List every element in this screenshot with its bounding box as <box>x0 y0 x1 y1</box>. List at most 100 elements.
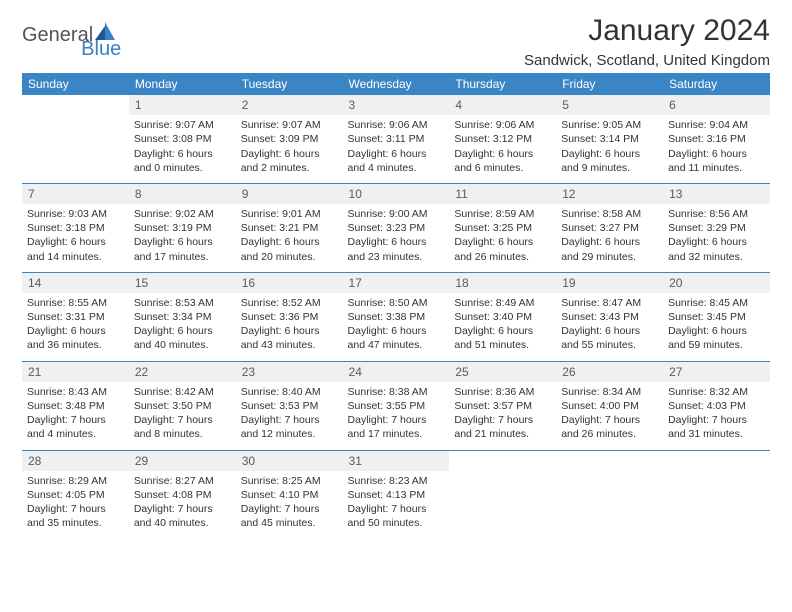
day-number: 7 <box>22 184 129 204</box>
daylight-text: Daylight: 6 hours and 11 minutes. <box>668 147 765 175</box>
calendar-week-row: 21Sunrise: 8:43 AMSunset: 3:48 PMDayligh… <box>22 361 770 450</box>
daylight-text: Daylight: 6 hours and 4 minutes. <box>348 147 445 175</box>
sunrise-text: Sunrise: 9:07 AM <box>241 118 338 132</box>
sunrise-text: Sunrise: 8:53 AM <box>134 296 231 310</box>
sunrise-text: Sunrise: 8:52 AM <box>241 296 338 310</box>
day-number: 4 <box>449 95 556 115</box>
sunrise-text: Sunrise: 9:04 AM <box>668 118 765 132</box>
sunset-text: Sunset: 3:11 PM <box>348 132 445 146</box>
sunset-text: Sunset: 3:31 PM <box>27 310 124 324</box>
daylight-text: Daylight: 6 hours and 51 minutes. <box>454 324 551 352</box>
sunset-text: Sunset: 3:09 PM <box>241 132 338 146</box>
sunrise-text: Sunrise: 9:07 AM <box>134 118 231 132</box>
sunrise-text: Sunrise: 9:00 AM <box>348 207 445 221</box>
day-number: 8 <box>129 184 236 204</box>
day-number: 24 <box>343 362 450 382</box>
daylight-text: Daylight: 7 hours and 21 minutes. <box>454 413 551 441</box>
daylight-text: Daylight: 7 hours and 26 minutes. <box>561 413 658 441</box>
sunset-text: Sunset: 3:29 PM <box>668 221 765 235</box>
sunrise-text: Sunrise: 9:02 AM <box>134 207 231 221</box>
daylight-text: Daylight: 6 hours and 59 minutes. <box>668 324 765 352</box>
day-number: 26 <box>556 362 663 382</box>
day-number: 19 <box>556 273 663 293</box>
daylight-text: Daylight: 6 hours and 20 minutes. <box>241 235 338 263</box>
day-number: 1 <box>129 95 236 115</box>
sunset-text: Sunset: 3:08 PM <box>134 132 231 146</box>
day-number: 25 <box>449 362 556 382</box>
sunset-text: Sunset: 4:00 PM <box>561 399 658 413</box>
sunset-text: Sunset: 3:18 PM <box>27 221 124 235</box>
day-number: 17 <box>343 273 450 293</box>
sunrise-text: Sunrise: 8:32 AM <box>668 385 765 399</box>
sunrise-text: Sunrise: 8:36 AM <box>454 385 551 399</box>
calendar-day-cell: 13Sunrise: 8:56 AMSunset: 3:29 PMDayligh… <box>663 183 770 272</box>
sunset-text: Sunset: 3:40 PM <box>454 310 551 324</box>
calendar-day-cell: 10 Sunrise: 9:00 AMSunset: 3:23 PMDayligh… <box>343 183 450 272</box>
sunset-text: Sunset: 4:05 PM <box>27 488 124 502</box>
calendar-week-row: 14Sunrise: 8:55 AMSunset: 3:31 PMDayligh… <box>22 272 770 361</box>
calendar-day-cell: 25 Sunrise: 8:36 AMSunset: 3:57 PMDayligh… <box>449 361 556 450</box>
daylight-text: Daylight: 6 hours and 0 minutes. <box>134 147 231 175</box>
calendar-day-cell: 15Sunrise: 8:53 AMSunset: 3:34 PMDayligh… <box>129 272 236 361</box>
day-number: 2 <box>236 95 343 115</box>
day-number: 11 <box>449 184 556 204</box>
weekday-header: Friday <box>556 73 663 95</box>
day-number: 29 <box>129 451 236 471</box>
weekday-header: Sunday <box>22 73 129 95</box>
calendar-day-cell: 27Sunrise: 8:32 AMSunset: 4:03 PMDayligh… <box>663 361 770 450</box>
sunset-text: Sunset: 4:08 PM <box>134 488 231 502</box>
day-number: 3 <box>343 95 450 115</box>
weekday-header: Thursday <box>449 73 556 95</box>
calendar-day-cell: 11Sunrise: 8:59 AMSunset: 3:25 PMDayligh… <box>449 183 556 272</box>
day-number: 10 <box>343 184 450 204</box>
weekday-header: Wednesday <box>343 73 450 95</box>
sunrise-text: Sunrise: 8:56 AM <box>668 207 765 221</box>
calendar-day-cell: 29 Sunrise: 8:27 AMSunset: 4:08 PMDayligh… <box>129 450 236 538</box>
calendar-day-cell: 14Sunrise: 8:55 AMSunset: 3:31 PMDayligh… <box>22 272 129 361</box>
sunset-text: Sunset: 3:55 PM <box>348 399 445 413</box>
calendar-day-cell: 18Sunrise: 8:49 AMSunset: 3:40 PMDayligh… <box>449 272 556 361</box>
calendar-day-cell <box>663 450 770 538</box>
daylight-text: Daylight: 7 hours and 40 minutes. <box>134 502 231 530</box>
daylight-text: Daylight: 6 hours and 55 minutes. <box>561 324 658 352</box>
sunset-text: Sunset: 3:19 PM <box>134 221 231 235</box>
calendar-day-cell: 4Sunrise: 9:06 AMSunset: 3:12 PMDaylight… <box>449 95 556 183</box>
title-block: January 2024 Sandwick, Scotland, United … <box>524 14 770 69</box>
sunrise-text: Sunrise: 8:29 AM <box>27 474 124 488</box>
day-number: 28 <box>22 451 129 471</box>
day-number: 6 <box>663 95 770 115</box>
sunset-text: Sunset: 3:27 PM <box>561 221 658 235</box>
sunset-text: Sunset: 3:23 PM <box>348 221 445 235</box>
sunrise-text: Sunrise: 8:49 AM <box>454 296 551 310</box>
calendar-week-row: 1Sunrise: 9:07 AMSunset: 3:08 PMDaylight… <box>22 95 770 183</box>
location-text: Sandwick, Scotland, United Kingdom <box>524 52 770 69</box>
sunset-text: Sunset: 3:45 PM <box>668 310 765 324</box>
sunrise-text: Sunrise: 8:23 AM <box>348 474 445 488</box>
daylight-text: Daylight: 7 hours and 17 minutes. <box>348 413 445 441</box>
calendar-day-cell <box>449 450 556 538</box>
daylight-text: Daylight: 6 hours and 2 minutes. <box>241 147 338 175</box>
calendar-table: Sunday Monday Tuesday Wednesday Thursday… <box>22 73 770 538</box>
sunset-text: Sunset: 3:57 PM <box>454 399 551 413</box>
sunset-text: Sunset: 3:53 PM <box>241 399 338 413</box>
sunrise-text: Sunrise: 8:43 AM <box>27 385 124 399</box>
calendar-day-cell: 9Sunrise: 9:01 AMSunset: 3:21 PMDaylight… <box>236 183 343 272</box>
sunrise-text: Sunrise: 8:27 AM <box>134 474 231 488</box>
sunrise-text: Sunrise: 9:01 AM <box>241 207 338 221</box>
calendar-day-cell: 30Sunrise: 8:25 AMSunset: 4:10 PMDayligh… <box>236 450 343 538</box>
header: General Blue January 2024 Sandwick, Scot… <box>22 14 770 69</box>
calendar-day-cell: 26Sunrise: 8:34 AMSunset: 4:00 PMDayligh… <box>556 361 663 450</box>
daylight-text: Daylight: 6 hours and 23 minutes. <box>348 235 445 263</box>
daylight-text: Daylight: 6 hours and 40 minutes. <box>134 324 231 352</box>
daylight-text: Daylight: 6 hours and 43 minutes. <box>241 324 338 352</box>
sunset-text: Sunset: 3:36 PM <box>241 310 338 324</box>
daylight-text: Daylight: 7 hours and 12 minutes. <box>241 413 338 441</box>
daylight-text: Daylight: 6 hours and 6 minutes. <box>454 147 551 175</box>
sunrise-text: Sunrise: 8:58 AM <box>561 207 658 221</box>
daylight-text: Daylight: 6 hours and 29 minutes. <box>561 235 658 263</box>
calendar-day-cell: 6Sunrise: 9:04 AMSunset: 3:16 PMDaylight… <box>663 95 770 183</box>
sunset-text: Sunset: 4:10 PM <box>241 488 338 502</box>
calendar-day-cell: 3Sunrise: 9:06 AMSunset: 3:11 PMDaylight… <box>343 95 450 183</box>
day-number: 20 <box>663 273 770 293</box>
daylight-text: Daylight: 6 hours and 14 minutes. <box>27 235 124 263</box>
